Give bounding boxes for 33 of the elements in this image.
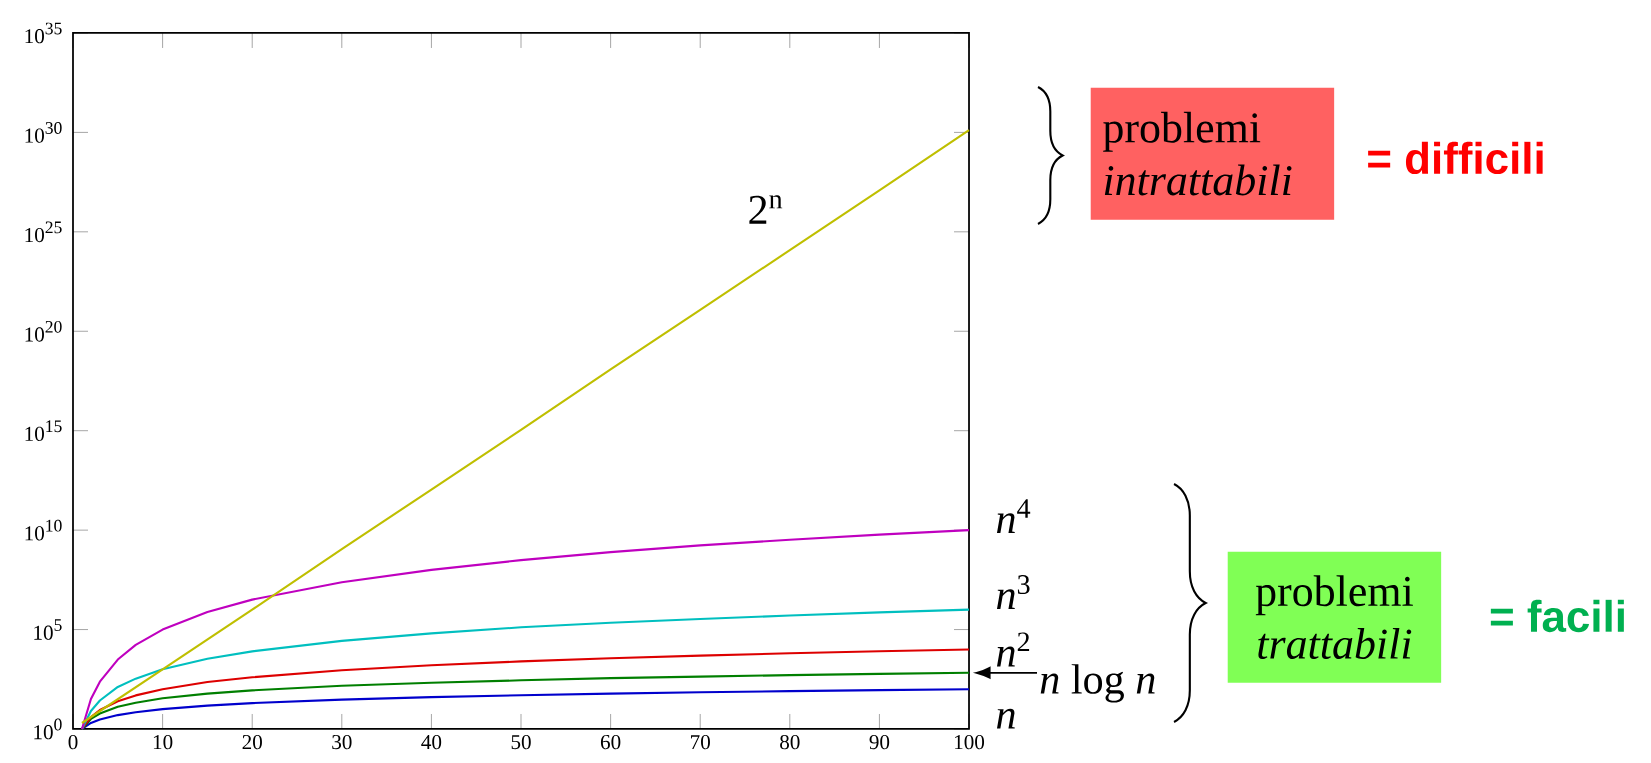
text: = difficili — [1368, 141, 1543, 175]
line-series — [80, 648, 971, 731]
y-tick-label: 10$^{25}$ — [25, 221, 62, 243]
text: problemi intrattabili — [1103, 111, 1292, 196]
text: = facili — [1490, 599, 1624, 633]
line-series — [80, 688, 971, 731]
x-tick-label: 60 — [600, 734, 621, 750]
x-tick-label: 40 — [421, 734, 442, 750]
y-tick-label: 10$^{20}$ — [25, 320, 62, 342]
x-tick-label: 0 — [68, 734, 78, 750]
y-tick-label: 10$^{30}$ — [25, 122, 62, 143]
x-tick-label: 80 — [780, 734, 800, 750]
x-tick-label: 100 — [955, 734, 985, 750]
series-label: 2$^{n}$ — [749, 195, 783, 224]
series-label: n — [996, 708, 1015, 729]
x-tick-label: 90 — [869, 734, 890, 750]
x-tick-label: 50 — [511, 734, 531, 750]
y-tick-label: 10$^{35}$ — [25, 22, 62, 44]
series-label: n log n — [1040, 664, 1155, 703]
text: problemi trattabili — [1255, 575, 1413, 659]
y-tick-label: 10$^{10}$ — [25, 519, 62, 541]
series-label: n$^{4}$ — [996, 499, 1031, 533]
y-tick-label: 10$^{0}$ — [34, 718, 62, 740]
line-series — [80, 608, 971, 731]
x-tick-label: 70 — [691, 734, 710, 750]
line-series — [80, 529, 971, 731]
series-label: n$^{2}$ — [996, 632, 1030, 667]
y-tick-label: 10$^{15}$ — [25, 420, 62, 442]
y-tick-label: 10$^{5}$ — [34, 619, 62, 640]
x-tick-label: 10 — [153, 734, 173, 750]
series-label: n$^{3}$ — [996, 575, 1030, 610]
x-tick-label: 20 — [242, 734, 262, 750]
x-tick-label: 30 — [332, 734, 352, 750]
